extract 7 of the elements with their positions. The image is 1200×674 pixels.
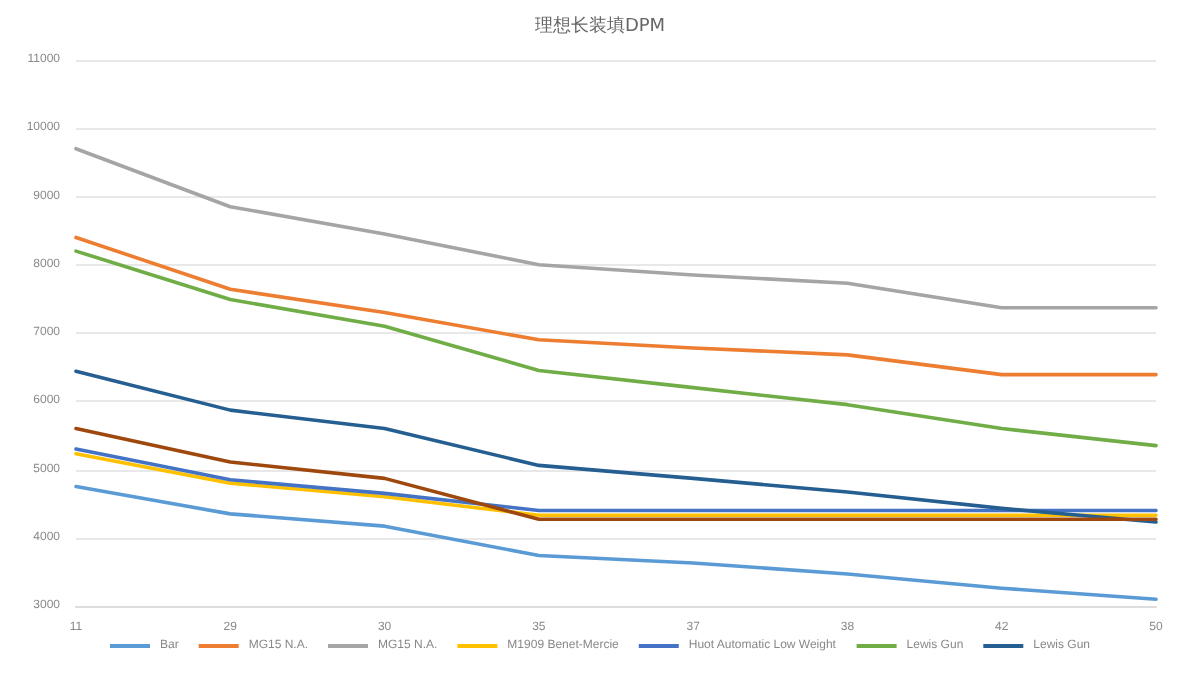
chart-title: 理想长装填DPM	[534, 15, 666, 37]
line-series	[74, 235, 1158, 377]
line-series	[74, 146, 1158, 310]
line-series	[74, 484, 1158, 601]
line-series	[74, 426, 1158, 522]
line-series	[74, 369, 1158, 524]
line-series	[74, 249, 1158, 448]
